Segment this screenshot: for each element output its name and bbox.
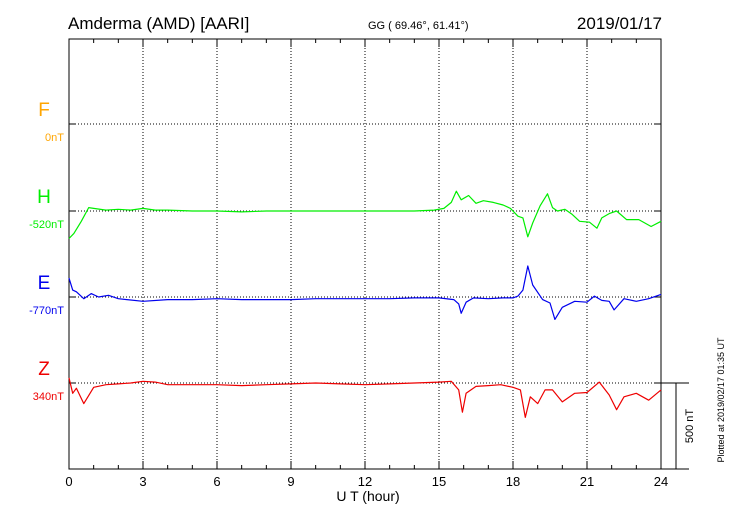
x-tick-label-12: 12 [358, 474, 372, 489]
plot-frame [68, 38, 662, 470]
series-lines [68, 190, 662, 418]
series-h-line [68, 190, 662, 239]
x-tick-label-3: 3 [139, 474, 146, 489]
date-label: 2019/01/17 [577, 14, 662, 33]
component-z-baseline-value: 340nT [33, 391, 64, 403]
component-z-label: Z [38, 359, 50, 380]
x-tick-label-6: 6 [213, 474, 220, 489]
coords-label: GG ( 69.46°, 61.41°) [368, 20, 469, 32]
x-axis-tick-labels: 0 3 6 9 12 15 18 21 24 [65, 474, 668, 489]
x-tick-label-21: 21 [580, 474, 594, 489]
x-axis-ticks [68, 39, 662, 469]
vertical-grid [142, 39, 588, 469]
station-title: Amderma (AMD) [AARI] [68, 14, 249, 33]
scale-bar: 500 nT [661, 382, 696, 470]
component-f-baseline-value: 0nT [45, 132, 64, 144]
component-h-label: H [37, 187, 51, 208]
x-tick-label-18: 18 [506, 474, 520, 489]
x-axis-title: U T (hour) [336, 488, 399, 504]
x-tick-label-9: 9 [287, 474, 294, 489]
x-tick-label-24: 24 [654, 474, 668, 489]
component-f-label: F [38, 100, 50, 121]
scale-bar-label: 500 nT [684, 409, 696, 444]
component-e-baseline-value: -770nT [29, 305, 64, 317]
component-e-label: E [38, 273, 51, 294]
plotted-at-label: Plotted at 2019/02/17 01:35 UT [716, 337, 726, 463]
x-tick-label-15: 15 [432, 474, 446, 489]
component-labels: F 0nT H -520nT E -770nT Z 340nT [29, 100, 64, 403]
series-e-line [68, 265, 662, 320]
series-z-line [68, 377, 662, 418]
x-tick-label-0: 0 [65, 474, 72, 489]
component-h-baseline-value: -520nT [29, 219, 64, 231]
